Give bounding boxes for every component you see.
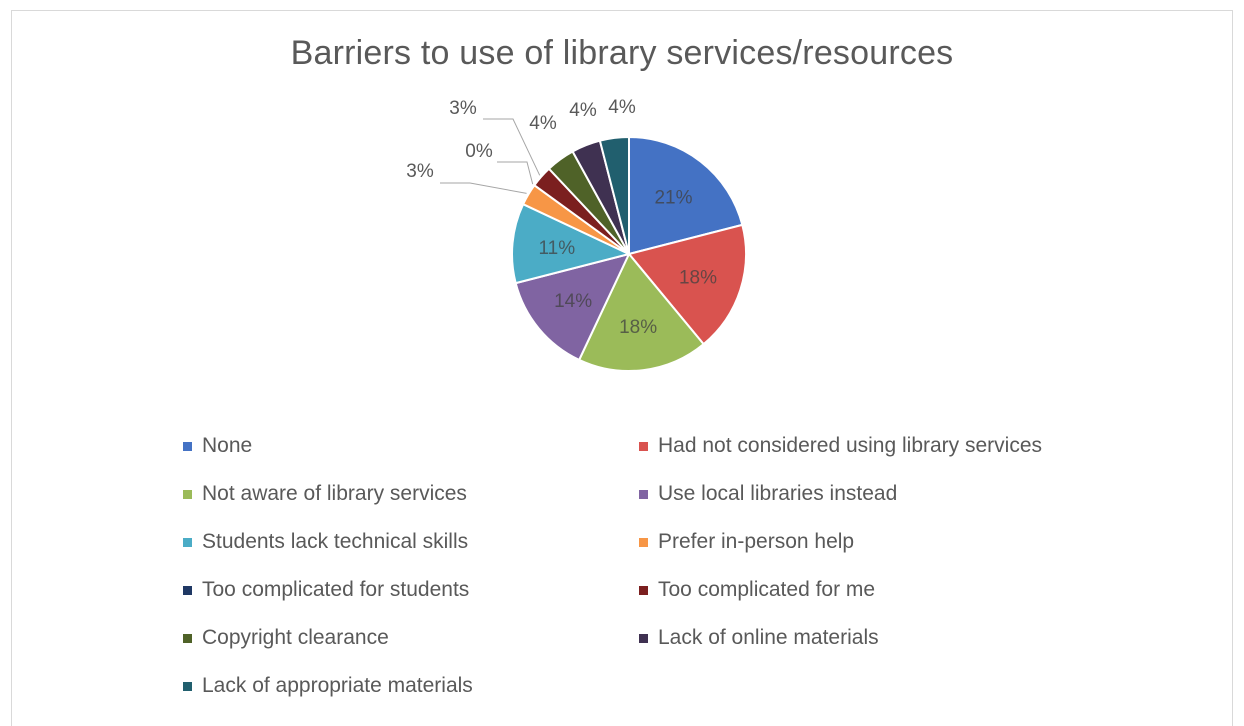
- legend-label: Had not considered using library service…: [658, 434, 1043, 457]
- legend-label: Not aware of library services: [202, 482, 467, 505]
- legend-swatch: [639, 633, 648, 643]
- legend-label: Too complicated for me: [658, 578, 876, 601]
- pie-slice-students-lack-technical-skills: [511, 202, 632, 285]
- legend-item-lack-of-online-materials: Lack of online materials: [639, 626, 879, 650]
- data-label-students-lack-technical-skills: 11%: [538, 238, 575, 259]
- data-label-lack-of-appropriate-materials: 4%: [608, 97, 636, 118]
- legend-item-students-lack-technical-skills: Students lack technical skills: [183, 530, 468, 554]
- legend-swatch: [183, 681, 192, 691]
- legend-label: None: [202, 434, 253, 457]
- legend-swatch: [183, 441, 192, 451]
- data-label-too-complicated-for-students: 0%: [465, 141, 493, 162]
- data-label-use-local-libraries-instead: 14%: [554, 291, 592, 312]
- legend-label: Lack of online materials: [658, 626, 879, 649]
- pie-slice-not-aware-of-library-services: [577, 252, 705, 372]
- pie-slice-use-local-libraries-instead: [514, 252, 631, 362]
- legend-swatch: [183, 585, 192, 595]
- leader-line-prefer-in-person-help: [440, 182, 527, 194]
- legend-item-use-local-libraries-instead: Use local libraries instead: [639, 482, 897, 506]
- data-label-had-not-considered-using-library-services: 18%: [679, 267, 717, 288]
- legend-swatch: [639, 489, 648, 499]
- legend-item-had-not-considered-using-library-services: Had not considered using library service…: [639, 434, 1042, 458]
- legend-item-too-complicated-for-me: Too complicated for me: [639, 578, 875, 602]
- legend-item-not-aware-of-library-services: Not aware of library services: [183, 482, 467, 506]
- legend-item-prefer-in-person-help: Prefer in-person help: [639, 530, 854, 554]
- legend-label: Students lack technical skills: [202, 530, 469, 553]
- data-label-not-aware-of-library-services: 18%: [619, 317, 657, 338]
- legend-item-too-complicated-for-students: Too complicated for students: [183, 578, 469, 602]
- pie-slice-none: [628, 135, 744, 256]
- legend-item-none: None: [183, 434, 252, 458]
- legend-label: Copyright clearance: [202, 626, 389, 649]
- legend-swatch: [639, 441, 648, 451]
- legend-label: Lack of appropriate materials: [202, 674, 473, 697]
- pie-slice-had-not-considered-using-library-services: [627, 223, 747, 346]
- data-label-none: 21%: [654, 188, 692, 209]
- legend-swatch: [639, 537, 648, 547]
- legend-swatch: [183, 633, 192, 643]
- data-label-too-complicated-for-me: 3%: [449, 98, 477, 119]
- legend-label: Too complicated for students: [202, 578, 470, 601]
- chart-title: Barriers to use of library services/reso…: [290, 34, 954, 72]
- leader-line-too-complicated-for-me: [483, 118, 541, 176]
- legend-item-copyright-clearance: Copyright clearance: [183, 626, 389, 650]
- legend-swatch: [639, 585, 648, 595]
- legend-label: Use local libraries instead: [658, 482, 898, 505]
- legend-item-lack-of-appropriate-materials: Lack of appropriate materials: [183, 674, 473, 698]
- pie-slice-lack-of-appropriate-materials: [598, 135, 630, 255]
- legend-label: Prefer in-person help: [658, 530, 855, 553]
- data-label-copyright-clearance: 4%: [529, 113, 557, 134]
- legend-swatch: [183, 489, 192, 499]
- legend-swatch: [183, 537, 192, 547]
- leader-line-too-complicated-for-students: [497, 161, 534, 185]
- data-label-lack-of-online-materials: 4%: [569, 100, 597, 121]
- data-label-prefer-in-person-help: 3%: [406, 161, 434, 182]
